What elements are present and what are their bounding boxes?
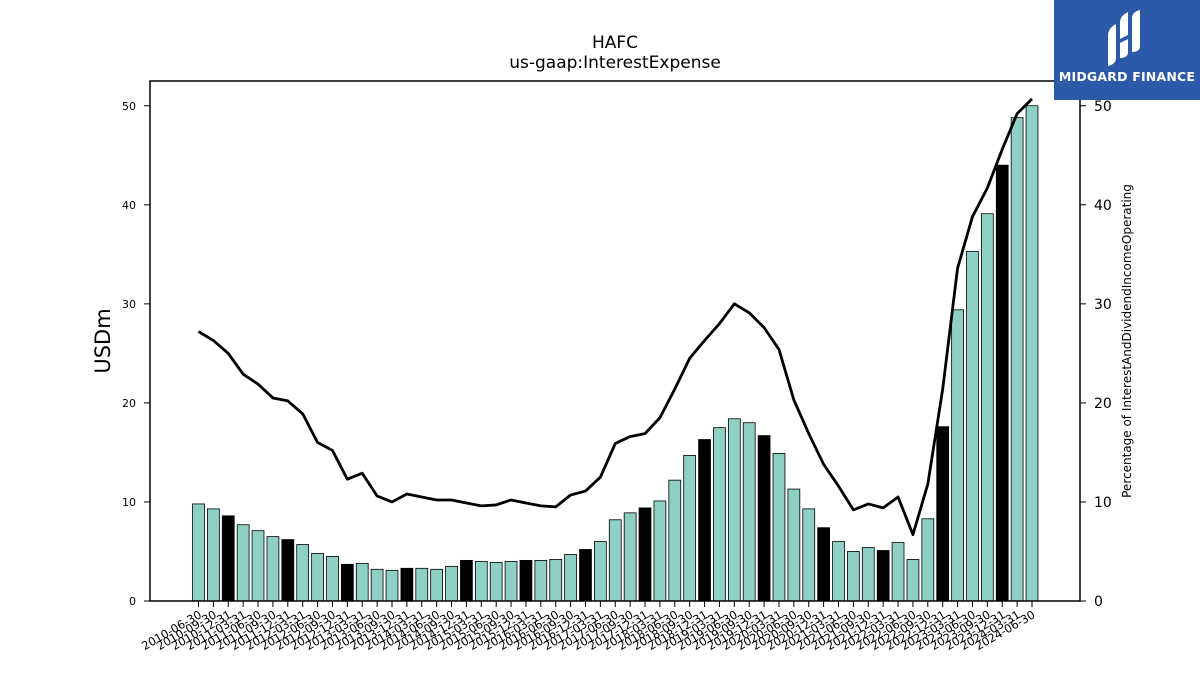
- chart-title: HAFC: [591, 33, 639, 53]
- bar-2018-03-31: [653, 500, 667, 602]
- bar-2022-09-30: [921, 518, 935, 602]
- bar-2020-09-30: [802, 508, 816, 602]
- bar-2015-03-31: [474, 560, 488, 602]
- bar-2015-09-30: [504, 560, 518, 602]
- bar-2017-09-30: [623, 512, 637, 602]
- bar-2018-06-30: [668, 479, 682, 602]
- bar-2022-12-31: [936, 426, 950, 602]
- y2-tick-label: 10: [1094, 495, 1112, 511]
- bar-2018-09-30: [683, 454, 697, 602]
- bar-2015-06-30: [489, 561, 503, 602]
- bar-2020-06-30: [787, 488, 801, 602]
- y-tick-label: 0: [129, 595, 136, 608]
- bar-2021-12-31: [876, 550, 890, 602]
- bar-2019-09-30: [742, 422, 756, 602]
- bar-2010-09-30: [207, 508, 220, 602]
- logo-text: MIDGARD FINANCE: [1058, 69, 1196, 84]
- right-axis: 0 10 20 30 40 50: [1080, 99, 1112, 610]
- bar-2016-09-30: [564, 554, 577, 602]
- midgard-finance-logo: MIDGARD FINANCE: [1054, 0, 1200, 100]
- bar-2022-03-31: [891, 542, 905, 602]
- bar-2013-12-31: [400, 567, 414, 602]
- logo-mark-icon: [1108, 10, 1140, 66]
- bar-2017-12-31: [638, 507, 652, 602]
- bar-2019-06-30: [727, 418, 741, 602]
- bar-2011-03-31: [236, 524, 250, 602]
- y-axis-label: USDm: [91, 308, 115, 373]
- y-tick-label: 40: [122, 199, 136, 212]
- bar-2012-06-30: [311, 553, 324, 602]
- y2-tick-label: 0: [1094, 594, 1103, 610]
- bar-2020-12-31: [817, 527, 830, 602]
- left-axis: 0 10 20 30 40 50: [122, 100, 150, 608]
- bar-2023-12-31: [995, 164, 1009, 602]
- y2-tick-label: 40: [1094, 198, 1112, 214]
- y-tick-label: 10: [122, 496, 136, 509]
- bar-2011-09-30: [266, 536, 280, 602]
- y2-tick-label: 20: [1094, 396, 1112, 412]
- y2-tick-label: 50: [1094, 99, 1112, 115]
- bar-2011-06-30: [251, 530, 265, 602]
- bar-2013-03-31: [355, 562, 369, 602]
- bar-2010-06-30: [192, 503, 205, 602]
- y-tick-label: 50: [122, 100, 136, 113]
- bar-2021-03-31: [832, 541, 845, 602]
- bar-2024-03-31: [1010, 117, 1024, 602]
- bar-2017-03-31: [594, 541, 607, 602]
- y2-tick-label: 30: [1094, 297, 1112, 313]
- bar-2021-06-30: [847, 551, 860, 602]
- bar-2014-12-31: [460, 559, 473, 602]
- chart-subtitle: us-gaap:InterestExpense: [509, 53, 721, 73]
- bar-2019-03-31: [713, 427, 726, 602]
- bar-2010-12-31: [221, 515, 235, 602]
- bar-2020-03-31: [772, 453, 786, 602]
- bar-2016-12-31: [579, 549, 592, 602]
- bar-2014-06-30: [430, 568, 444, 602]
- bar-2014-03-31: [415, 567, 429, 602]
- y2-axis-label: Percentage of InterestAndDividendIncomeO…: [1120, 184, 1134, 498]
- bar-2011-12-31: [281, 539, 295, 602]
- bar-2023-06-30: [966, 250, 979, 602]
- y-tick-label: 20: [122, 397, 136, 410]
- bar-2022-06-30: [906, 559, 920, 602]
- bar-2023-09-30: [980, 213, 994, 602]
- bar-2014-09-30: [445, 565, 458, 602]
- x-axis: 2010-06-302010-09-302010-12-312011-03-31…: [139, 601, 1038, 653]
- bar-2012-03-31: [296, 544, 310, 602]
- bar-2013-06-30: [370, 568, 384, 602]
- bar-2018-12-31: [698, 439, 711, 602]
- y-tick-label: 30: [122, 298, 136, 311]
- bar-2024-06-30: [1025, 105, 1039, 602]
- bars-group: [192, 105, 1039, 602]
- bar-2021-09-30: [861, 547, 875, 602]
- bar-2019-12-31: [757, 435, 771, 602]
- bar-2016-06-30: [549, 559, 563, 602]
- bar-2016-03-31: [534, 559, 548, 602]
- bar-2012-09-30: [326, 556, 339, 602]
- bar-2015-12-31: [519, 559, 533, 602]
- bar-2017-06-30: [608, 519, 622, 602]
- bar-2012-12-31: [340, 563, 354, 602]
- bar-2023-03-31: [951, 309, 964, 602]
- bar-2013-09-30: [385, 569, 399, 602]
- percentage-line: [197, 97, 1033, 537]
